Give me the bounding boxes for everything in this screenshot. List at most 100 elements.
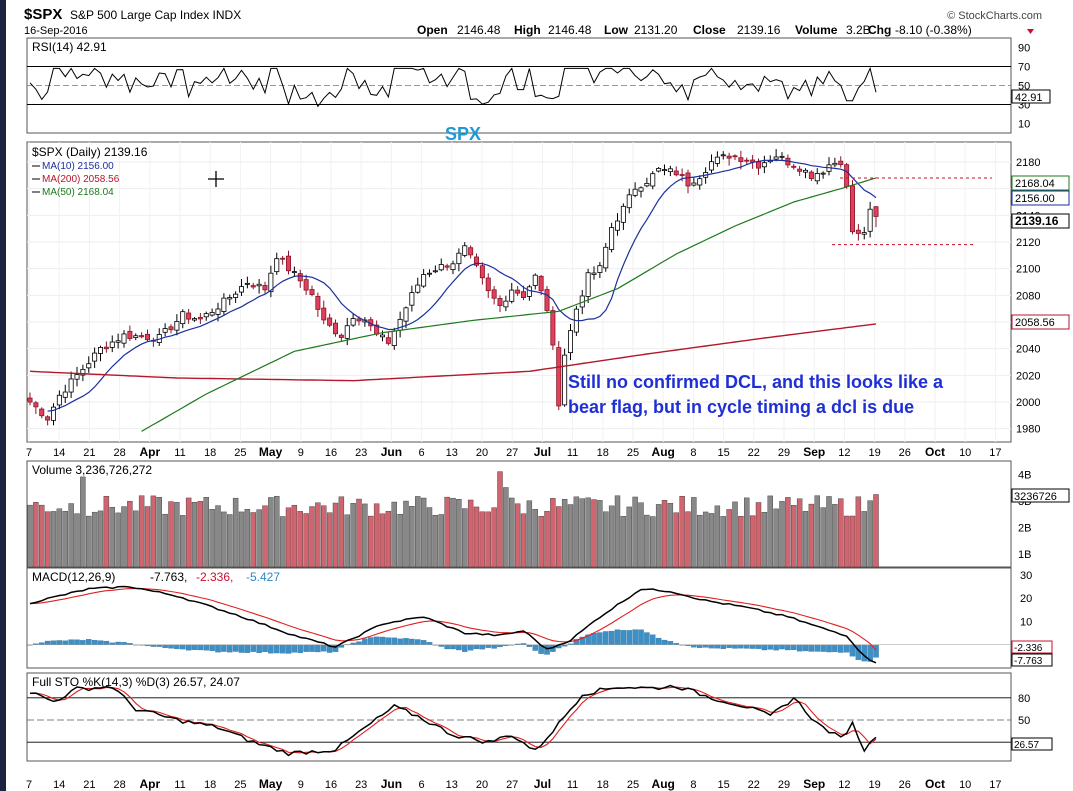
candle [808, 170, 814, 182]
candle [456, 248, 462, 272]
candle [274, 252, 280, 275]
macd-hist-bar [744, 644, 750, 649]
macd-hist-bar [738, 644, 744, 649]
x-tick-label: 20 [476, 779, 488, 791]
candle [709, 154, 715, 173]
volume-bar [497, 471, 503, 568]
volume-bar [832, 504, 838, 568]
volume-bar [268, 497, 274, 568]
volume-value: 3.2B [846, 23, 871, 37]
candle [62, 384, 68, 404]
x-tick-label: 19 [868, 779, 880, 791]
volume-bar [462, 508, 468, 568]
macd-tag-macd: -7.763 [1014, 656, 1043, 667]
macd-hist-bar [256, 644, 262, 653]
macd-hist-bar [203, 644, 209, 651]
sto-tick-label: 80 [1018, 693, 1030, 705]
candle [844, 162, 850, 189]
x-tick-label: May [259, 445, 283, 459]
macd-legend-macd: -7.763, [150, 570, 187, 584]
rsi-tick-label: 90 [1018, 43, 1030, 55]
volume-bar [714, 505, 721, 568]
candle [33, 400, 39, 415]
price-tag-ma50: 2168.04 [1011, 175, 1070, 191]
volume-bar [262, 505, 268, 568]
x-tick-label: 14 [53, 779, 65, 791]
price-tag-ma10: 2156.00 [1011, 190, 1070, 206]
macd-hist-bar [397, 638, 403, 645]
low-value: 2131.20 [634, 23, 678, 37]
macd-value-tags: -2.336 -7.763 [1011, 640, 1053, 667]
candle [191, 317, 197, 322]
macd-hist-bar [39, 642, 45, 645]
x-tick-label: 26 [899, 447, 911, 459]
macd-hist-bar [80, 640, 86, 645]
candle [803, 168, 809, 179]
candle [697, 175, 703, 190]
x-tick-label: 25 [627, 779, 639, 791]
macd-hist-bar [667, 641, 674, 645]
volume-bar [385, 510, 392, 568]
candle [256, 279, 262, 294]
candle [291, 266, 297, 277]
volume-bar [456, 498, 462, 568]
candle [556, 341, 562, 411]
candle [468, 245, 474, 259]
volume-bar [203, 497, 209, 568]
x-tick-label: 6 [419, 779, 425, 791]
volume-bar [479, 511, 486, 568]
volume-bar [373, 503, 380, 568]
macd-legend-prefix: MACD(12,26,9) [32, 570, 115, 584]
candle [162, 323, 168, 337]
candle [450, 260, 456, 275]
candle [720, 151, 726, 160]
x-tick-label: 10 [959, 779, 971, 791]
price-legend-ma10: MA(10) 2156.00 [42, 161, 114, 172]
price-tag-close: 2139.16 [1011, 213, 1070, 229]
volume-bar [244, 509, 251, 568]
volume-bar [56, 508, 63, 568]
candle [403, 306, 409, 329]
price-tick-label: 2000 [1016, 397, 1040, 409]
candle [873, 206, 879, 228]
x-tick-label: 21 [83, 447, 95, 459]
x-tick-label: Oct [925, 445, 945, 459]
sto-k-line [29, 684, 877, 757]
volume-bar [121, 506, 127, 568]
candle [238, 278, 244, 296]
volume-bar [238, 511, 245, 568]
candle [385, 332, 391, 346]
close-value: 2139.16 [737, 23, 781, 37]
volume-bar [767, 495, 773, 568]
candle [462, 242, 468, 258]
x-tick-label: 23 [355, 447, 367, 459]
volume-bar [467, 499, 474, 568]
macd-hist-bar [726, 644, 732, 648]
volume-bar [438, 514, 444, 568]
volume-label: Volume [795, 23, 838, 37]
open-value: 2146.48 [457, 23, 501, 37]
volume-bar [80, 476, 86, 568]
candle [68, 371, 74, 398]
volume-bar [503, 487, 509, 568]
volume-bar [62, 511, 68, 568]
macd-hist-bar [655, 637, 662, 645]
x-tick-label: 15 [717, 779, 729, 791]
high-value: 2146.48 [548, 23, 592, 37]
macd-hist-bar [362, 638, 368, 645]
candle [714, 151, 720, 167]
down-arrow-icon [1027, 29, 1034, 34]
macd-legend-signal: -2.336, [196, 570, 233, 584]
candle [350, 313, 356, 327]
candle [426, 269, 432, 278]
sto-tag-text: 26.57 [1014, 740, 1039, 751]
x-tick-label: 29 [778, 447, 790, 459]
candle [127, 325, 133, 341]
volume-bar [744, 497, 750, 568]
volume-bar [409, 506, 415, 568]
sto-panel: Full STO %K(14,3) %D(3) 26.57, 24.07 80 5… [26, 672, 1053, 762]
candle [233, 291, 239, 303]
volume-bar [650, 516, 656, 568]
x-tick-label: Apr [139, 777, 160, 791]
volume-bar [644, 514, 650, 568]
